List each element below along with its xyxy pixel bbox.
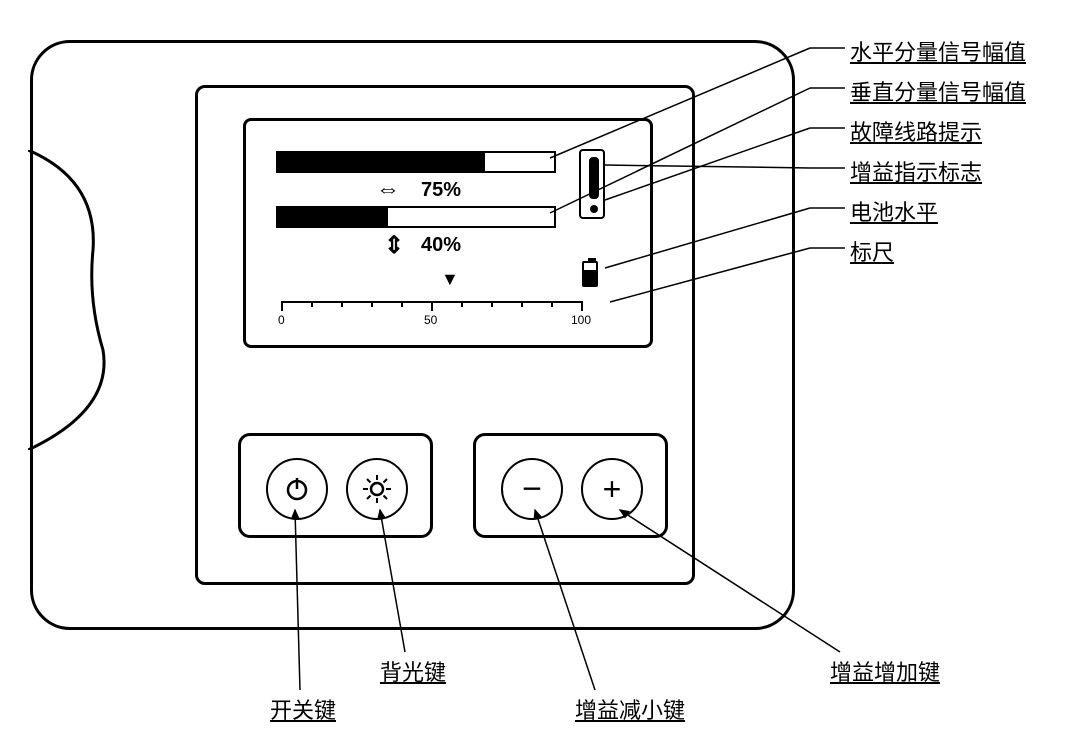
gain-indicator-box [579,149,605,219]
vertical-signal-bar [276,206,556,228]
vertical-percent-label: 40% [421,234,461,257]
gain-indicator-fill [589,157,599,199]
label-gain-indicator: 增益指示标志 [850,155,982,187]
scale-pointer-icon: ▼ [441,269,459,290]
label-gain-down-key: 增益减小键 [575,693,685,725]
horizontal-arrow-icon: ⇔ [376,176,400,204]
horizontal-percent-label: 75% [421,179,461,202]
power-icon [283,475,311,503]
ruler-label-50: 50 [424,313,437,327]
vertical-signal-fill [278,208,388,226]
label-backlight-key: 背光键 [380,655,446,687]
diagram-canvas: { "display": { "bar1": { "percent": 75, … [0,0,1084,733]
vertical-arrow-icon: ⇕ [384,231,404,260]
label-power-key: 开关键 [270,693,336,725]
ruler-label-100: 100 [571,313,591,327]
horizontal-signal-fill [278,153,485,171]
backlight-icon [362,474,392,504]
label-horizontal-signal: 水平分量信号幅值 [850,35,1026,67]
battery-icon [582,261,598,287]
gain-indicator-dot [590,205,598,213]
backlight-button[interactable] [346,458,408,520]
label-gain-up-key: 增益增加键 [830,655,940,687]
right-button-group: − + [473,433,668,538]
battery-fill [584,270,596,285]
battery-cap [588,258,596,261]
ruler-scale: 0 50 100 [281,301,581,331]
gain-plus-button[interactable]: + [581,458,643,520]
control-panel: ⇔ 75% ⇕ 40% ▼ [195,85,695,585]
display-screen: ⇔ 75% ⇕ 40% ▼ [243,118,653,348]
label-fault-line: 故障线路提示 [850,115,982,147]
label-battery-level: 电池水平 [850,195,938,227]
power-button[interactable] [266,458,328,520]
label-ruler: 标尺 [850,235,894,267]
label-vertical-signal: 垂直分量信号幅值 [850,75,1026,107]
handle-cutout [28,150,108,450]
left-button-group [238,433,433,538]
horizontal-signal-bar [276,151,556,173]
gain-minus-button[interactable]: − [501,458,563,520]
ruler-label-0: 0 [278,313,285,327]
